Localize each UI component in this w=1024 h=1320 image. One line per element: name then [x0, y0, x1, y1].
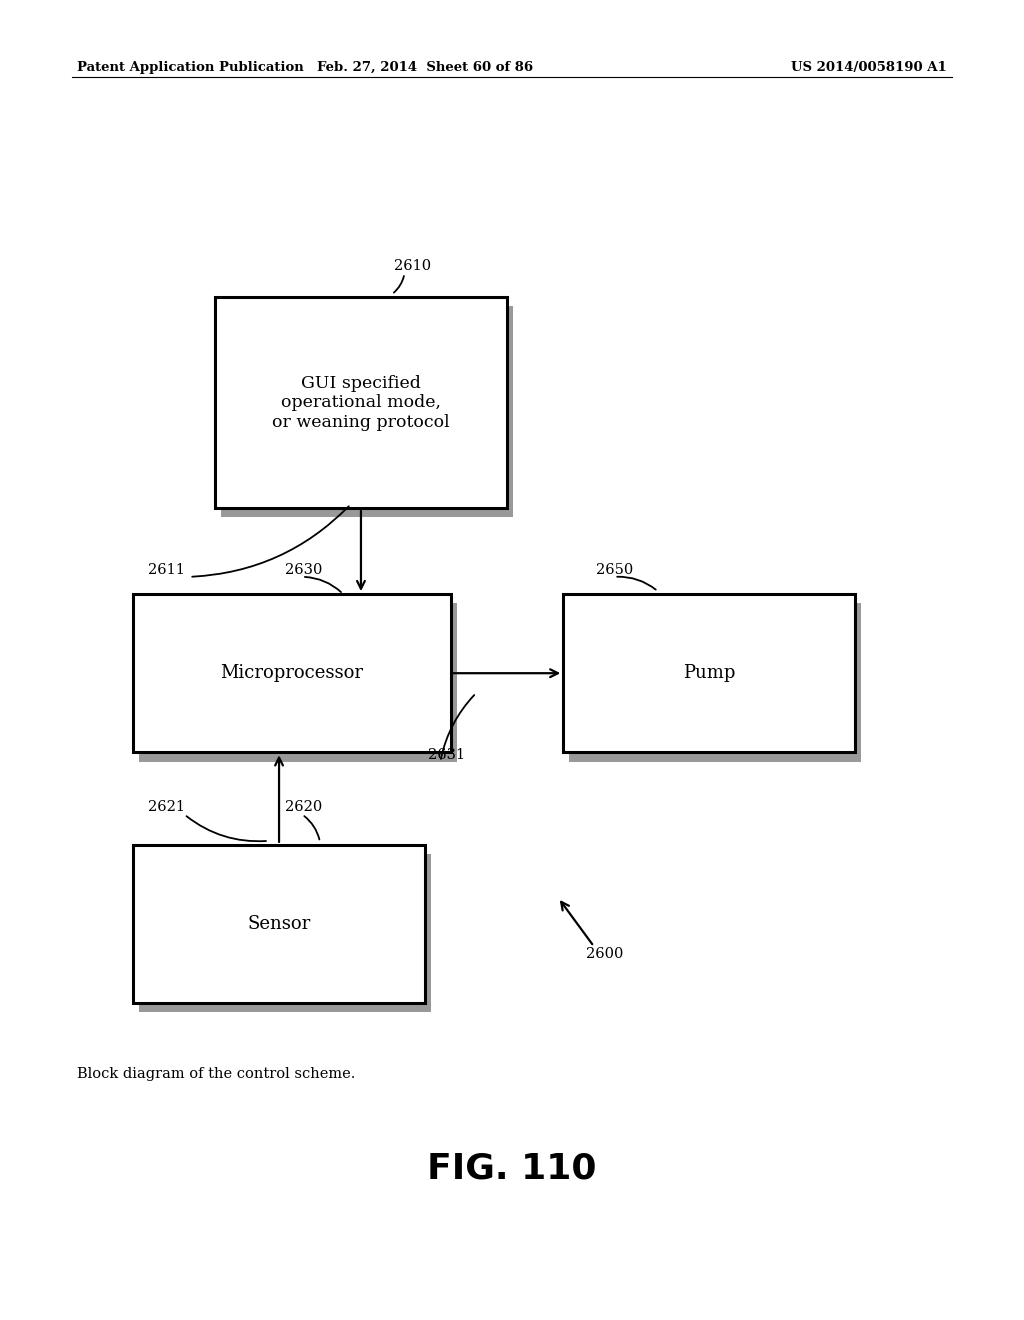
Bar [133, 845, 425, 1003]
Bar [563, 594, 855, 752]
Text: 2621: 2621 [148, 800, 185, 814]
Text: GUI specified
operational mode,
or weaning protocol: GUI specified operational mode, or weani… [272, 375, 450, 430]
Bar [133, 594, 451, 752]
Text: US 2014/0058190 A1: US 2014/0058190 A1 [792, 61, 947, 74]
Text: 2650: 2650 [596, 562, 633, 577]
Text: 2611: 2611 [148, 562, 185, 577]
Text: 2620: 2620 [285, 800, 322, 814]
Text: Pump: Pump [683, 664, 735, 682]
Text: 2631: 2631 [428, 747, 465, 762]
Text: FIG. 110: FIG. 110 [427, 1151, 597, 1185]
Text: 2630: 2630 [285, 562, 322, 577]
Text: Feb. 27, 2014  Sheet 60 of 86: Feb. 27, 2014 Sheet 60 of 86 [316, 61, 534, 74]
Text: 2600: 2600 [586, 946, 623, 961]
Text: Block diagram of the control scheme.: Block diagram of the control scheme. [77, 1067, 355, 1081]
Bar [221, 306, 513, 517]
Text: Microprocessor: Microprocessor [220, 664, 364, 682]
Text: Sensor: Sensor [248, 915, 310, 933]
Text: 2610: 2610 [394, 259, 431, 273]
Bar [139, 854, 431, 1012]
Text: Patent Application Publication: Patent Application Publication [77, 61, 303, 74]
Bar [215, 297, 507, 508]
Bar [139, 603, 457, 762]
Bar [569, 603, 861, 762]
